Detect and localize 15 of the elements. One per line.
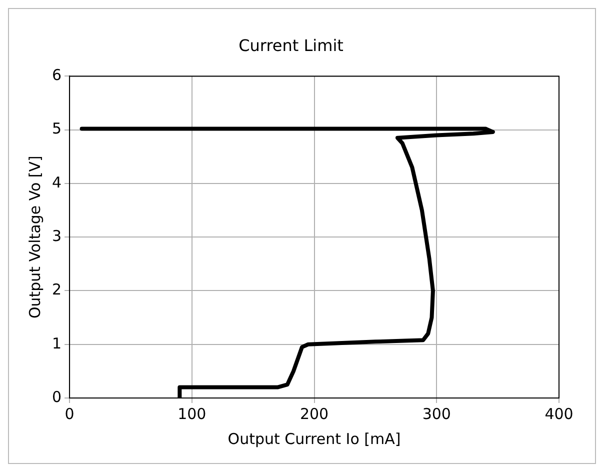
x-axis-title: Output Current Io [mA] [228, 430, 401, 448]
y-axis-title: Output Voltage Vo [V] [26, 156, 44, 319]
x-tick-label: 200 [300, 404, 329, 423]
x-tick-label: 400 [544, 404, 574, 423]
y-tick-label: 1 [52, 334, 62, 352]
y-tick-label: 6 [52, 66, 62, 84]
x-tick-label: 100 [178, 404, 206, 423]
x-tick-label: 300 [422, 404, 451, 423]
y-tick-label: 2 [52, 280, 62, 299]
y-tick-label: 3 [52, 226, 62, 245]
chart-title: Current Limit [238, 36, 344, 55]
x-tick-label: 0 [64, 404, 74, 423]
y-tick-label: 4 [52, 173, 62, 192]
y-tick-label: 0 [52, 388, 62, 406]
y-tick-label: 5 [52, 120, 62, 138]
